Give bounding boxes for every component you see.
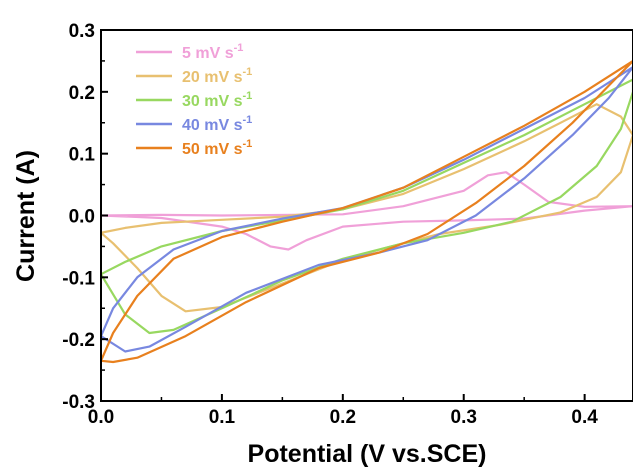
x-tick-label: 0.4 (571, 407, 598, 428)
series-line-1 (101, 171, 633, 251)
legend-label: 5 mV s-1 (182, 42, 243, 62)
legend-label: 30 mV s-1 (182, 90, 252, 110)
ticks-layer: 0.0 0.1 0.2 0.3 0.4 0.3 0.2 0.1 0.0 -0.1 -0.2 -0.3 (62, 21, 598, 428)
legend-label: 50 mV s-1 (182, 138, 252, 158)
x-tick-label: 0.1 (209, 407, 236, 428)
y-tick-label: 0.0 (69, 207, 95, 228)
y-tick-label: 0.3 (69, 21, 95, 42)
y-tick-label: 0.1 (69, 145, 96, 166)
y-tick-label: 0.2 (69, 83, 95, 104)
x-tick-label: 0.3 (451, 407, 477, 428)
x-tick-label: 0.2 (330, 407, 356, 428)
legend-label: 40 mV s-1 (182, 114, 252, 134)
series-layer (101, 59, 633, 364)
legend-label: 20 mV s-1 (182, 66, 252, 86)
series-line-5 (101, 59, 633, 364)
y-tick-label: -0.3 (62, 392, 95, 413)
x-axis-title: Potential (V vs.SCE) (248, 440, 487, 468)
series-line-4 (101, 65, 633, 353)
y-axis-title: Current (A) (12, 150, 40, 282)
series-line-2 (101, 103, 633, 313)
series-line-3 (101, 78, 633, 335)
legend: 5 mV s-1 20 mV s-1 30 mV s-1 40 mV s-1 50 mV… (136, 42, 252, 158)
x-tick-label: 0.0 (88, 407, 114, 428)
y-tick-label: -0.1 (62, 268, 95, 289)
y-tick-label: -0.2 (62, 330, 95, 351)
